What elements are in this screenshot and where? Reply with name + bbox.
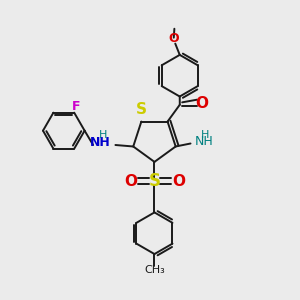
Text: S: S [136, 102, 147, 117]
Text: O: O [169, 32, 179, 45]
Text: O: O [124, 174, 137, 189]
Text: S: S [148, 172, 160, 190]
Text: NH: NH [195, 135, 214, 148]
Text: H: H [201, 130, 210, 140]
Text: F: F [71, 100, 80, 112]
Text: H: H [98, 130, 107, 140]
Text: NH: NH [90, 136, 111, 149]
Text: O: O [172, 174, 185, 189]
Text: O: O [195, 96, 208, 111]
Text: CH₃: CH₃ [144, 266, 165, 275]
